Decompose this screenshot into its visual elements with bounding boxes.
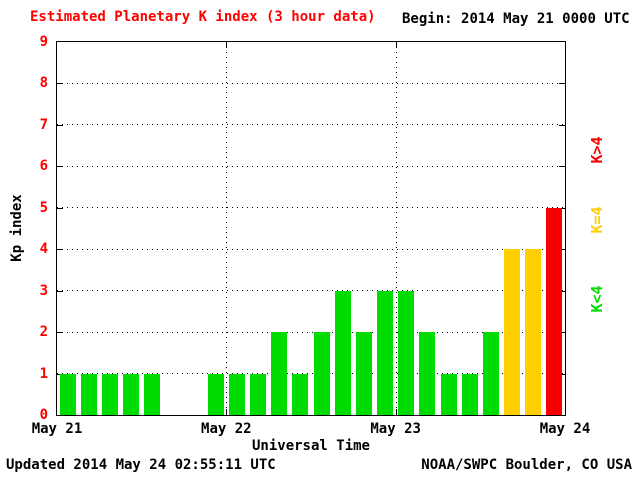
kp-bar — [398, 290, 415, 415]
kp-bar — [101, 373, 118, 415]
y-tick-mark — [57, 207, 63, 209]
y-tick-label: 7 — [39, 116, 48, 133]
y-tick-mark — [57, 332, 63, 334]
x-tick-mark — [396, 409, 397, 415]
y-tick-label: 1 — [39, 365, 48, 382]
kp-bar — [482, 332, 499, 415]
updated-timestamp: Updated 2014 May 24 02:55:11 UTC — [6, 457, 276, 473]
x-axis-label: Universal Time — [251, 438, 370, 454]
v-gridline — [396, 42, 397, 415]
kp-bar — [461, 373, 478, 415]
y-tick-mark — [57, 166, 63, 168]
begin-line: Begin: 2014 May 21 0000 UTC — [402, 11, 630, 27]
y-tick-label: 2 — [39, 324, 48, 341]
kp-bar — [207, 373, 224, 415]
h-gridline — [57, 331, 565, 333]
plot-area — [56, 41, 566, 416]
y-tick-mark — [559, 83, 565, 85]
x-tick-mark — [226, 42, 227, 48]
y-tick-mark — [559, 166, 565, 168]
legend-k-gt-4: K>4 — [588, 136, 606, 164]
y-tick-mark — [57, 290, 63, 292]
x-tick-mark — [396, 42, 397, 48]
h-gridline — [57, 248, 565, 250]
begin-label: Begin: — [402, 11, 453, 27]
h-gridline — [57, 207, 565, 209]
begin-value: 2014 May 21 0000 UTC — [461, 11, 630, 27]
kp-bar — [80, 373, 97, 415]
y-tick-mark — [57, 83, 63, 85]
y-tick-label: 5 — [39, 199, 48, 216]
kp-bar — [504, 249, 521, 415]
y-tick-label: 0 — [39, 407, 48, 423]
x-tick-label: May 23 — [370, 421, 421, 437]
kp-bar — [144, 373, 161, 415]
h-gridline — [57, 290, 565, 292]
kp-bar — [228, 373, 245, 415]
kp-bar — [440, 373, 457, 415]
y-tick-label: 3 — [39, 282, 48, 299]
kp-bar — [355, 332, 372, 415]
kp-bar — [419, 332, 436, 415]
x-tick-label: May 21 — [31, 421, 83, 437]
h-gridline — [57, 124, 565, 126]
v-gridline — [226, 42, 227, 415]
h-gridline — [57, 165, 565, 167]
source-attribution: NOAA/SWPC Boulder, CO USA — [421, 457, 632, 473]
y-tick-mark — [57, 249, 63, 251]
x-tick-label: May 24 — [539, 421, 591, 437]
kp-bar — [525, 249, 542, 415]
y-tick-label: 8 — [39, 75, 48, 92]
kp-bar — [123, 373, 140, 415]
y-tick-mark — [57, 124, 63, 126]
h-gridline — [57, 373, 565, 375]
legend-k-lt-4: K<4 — [588, 285, 606, 313]
kp-bar — [313, 332, 330, 415]
y-tick-label: 4 — [39, 241, 48, 258]
kp-bar — [59, 373, 76, 415]
kp-bar — [377, 290, 394, 415]
x-tick-label: May 22 — [201, 421, 252, 437]
y-tick-label: 9 — [39, 34, 48, 50]
kp-bar — [250, 373, 267, 415]
legend-k-eq-4: K=4 — [588, 206, 606, 234]
kp-bar — [292, 373, 309, 415]
y-tick-label: 6 — [39, 158, 48, 175]
kp-bar — [546, 207, 563, 415]
kp-bar — [334, 290, 351, 415]
y-tick-mark — [559, 124, 565, 126]
chart-title: Estimated Planetary K index (3 hour data… — [30, 9, 376, 25]
kp-bar — [271, 332, 288, 415]
x-tick-mark — [226, 409, 227, 415]
h-gridline — [57, 82, 565, 84]
